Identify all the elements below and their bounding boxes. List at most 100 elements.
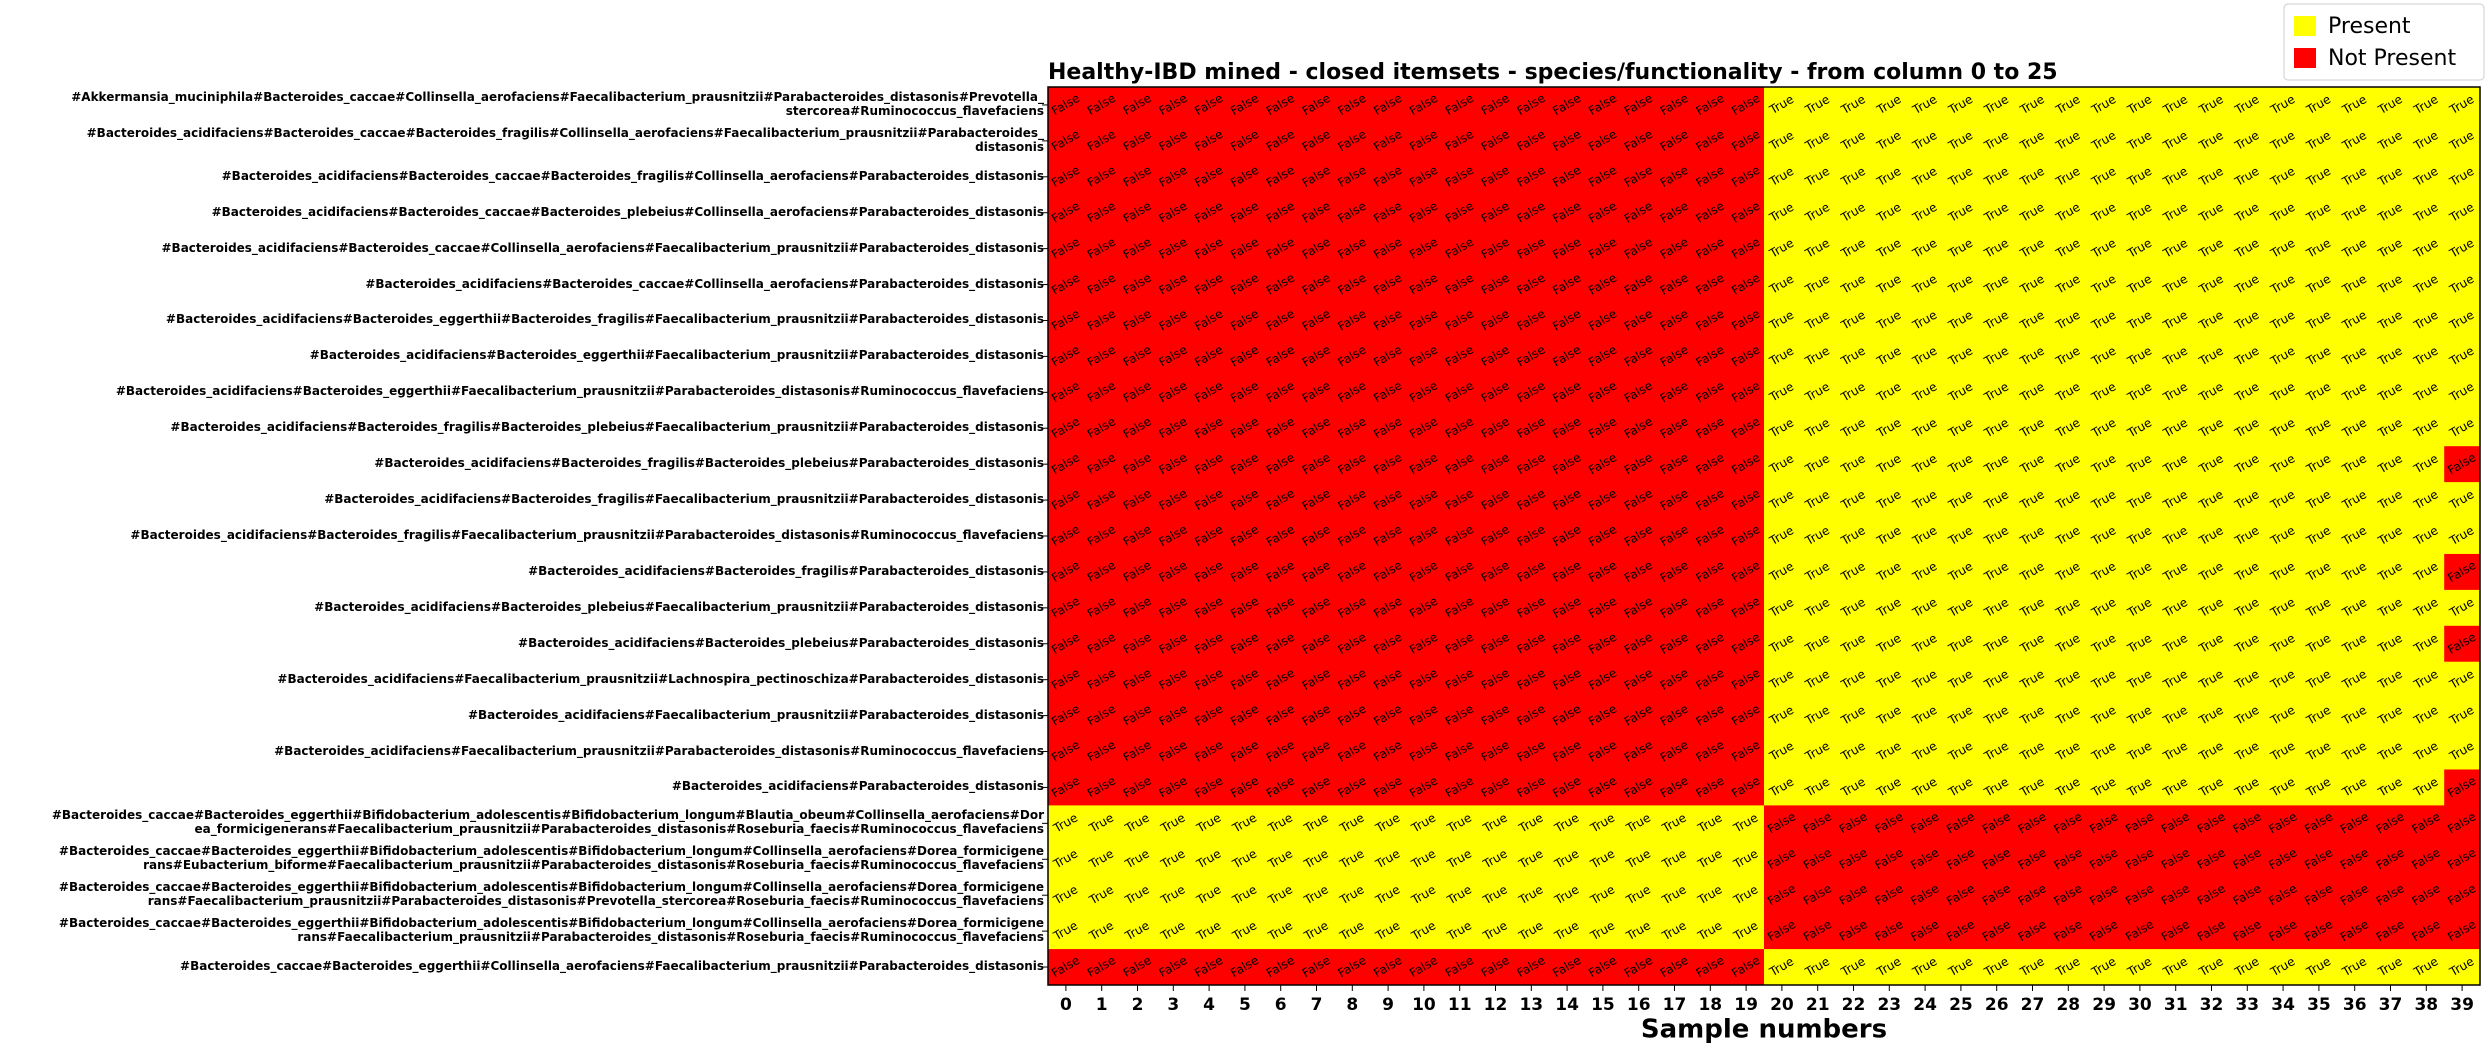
heatmap-cell: [1620, 589, 1658, 627]
heatmap-cell: [2229, 625, 2266, 663]
heatmap-cell: [2265, 338, 2302, 375]
heatmap-cell: [1978, 230, 2016, 268]
heatmap-cell: [2265, 553, 2302, 591]
heatmap-cell: [1155, 230, 1192, 268]
heatmap-cell: [1799, 158, 1837, 196]
heatmap-cell: [2193, 446, 2230, 483]
heatmap-cell: [1227, 230, 1264, 268]
heatmap-cell: [1978, 589, 2016, 627]
heatmap-cell: [2086, 158, 2123, 196]
y-tick-label: #Bacteroides_acidifaciens#Faecalibacteri…: [277, 671, 1044, 686]
heatmap-cell: [1835, 482, 1872, 519]
heatmap-cell: [1441, 661, 1479, 699]
heatmap-cell: [1477, 625, 1514, 663]
heatmap-cell: [1334, 661, 1371, 699]
heatmap-cell: [2336, 589, 2374, 627]
heatmap-cell: [1978, 302, 2016, 339]
heatmap-cell: [2301, 553, 2338, 591]
heatmap-cell: [1978, 158, 2016, 196]
heatmap-cell: [1692, 446, 1729, 483]
heatmap-cell: [1585, 338, 1622, 375]
heatmap-cell: [2336, 302, 2374, 339]
heatmap-cell: [1155, 553, 1192, 591]
heatmap-cell: [1119, 158, 1156, 196]
heatmap-cell: [1513, 589, 1550, 627]
heatmap-cell: [1262, 87, 1300, 124]
heatmap-cell: [2014, 518, 2051, 555]
heatmap-cell: [2086, 446, 2123, 483]
heatmap-cell: [1406, 122, 1443, 160]
heatmap-cell: [1871, 87, 1908, 124]
heatmap-cell: [2122, 589, 2159, 627]
heatmap-cell: [1513, 374, 1550, 411]
heatmap-cell: [1227, 87, 1264, 124]
x-tick-label: 39: [2450, 995, 2474, 1015]
heatmap-cell: [2372, 374, 2409, 411]
heatmap-cell: [2301, 158, 2338, 196]
y-tick-label: #Bacteroides_acidifaciens#Faecalibacteri…: [467, 707, 1044, 722]
heatmap-cell: [1048, 158, 1085, 196]
heatmap-cell: [2336, 374, 2374, 411]
heatmap-cell: [1620, 194, 1658, 232]
heatmap-cell: [1406, 266, 1443, 304]
heatmap-cell: [1871, 589, 1908, 627]
heatmap-cell: [1620, 410, 1658, 447]
heatmap-cell: [1119, 194, 1156, 232]
heatmap-cell: [1620, 266, 1658, 304]
heatmap-cell: [2157, 410, 2195, 447]
heatmap-cell: [1656, 302, 1693, 339]
heatmap-cell: [2014, 553, 2051, 591]
heatmap-cell: [2408, 589, 2445, 627]
heatmap-cell: [1334, 589, 1371, 627]
heatmap-cell: [2122, 446, 2159, 483]
x-tick-label: 12: [1484, 995, 1508, 1015]
heatmap-cell: [1334, 625, 1371, 663]
heatmap-cell: [1549, 482, 1586, 519]
heatmap-cell: [2050, 374, 2087, 411]
heatmap-cell: [1692, 87, 1729, 124]
heatmap-cell: [1227, 661, 1264, 699]
heatmap-cell: [2408, 194, 2445, 232]
heatmap-cell: [1835, 302, 1872, 339]
heatmap-cell: [2372, 87, 2409, 124]
heatmap-cell: [2193, 122, 2230, 160]
heatmap-cell: [1585, 589, 1622, 627]
heatmap-cell: [1334, 87, 1371, 124]
heatmap-cell: [2372, 661, 2409, 699]
heatmap-cell: [1943, 410, 1980, 447]
heatmap-cell: [1477, 374, 1514, 411]
heatmap-cell: [1871, 230, 1908, 268]
heatmap-cell: [1441, 87, 1479, 124]
heatmap-cell: [1943, 338, 1980, 375]
heatmap-cell: [1799, 338, 1837, 375]
heatmap-cell: [1656, 87, 1693, 124]
heatmap-cell: [2157, 482, 2195, 519]
heatmap-cell: [1978, 661, 2016, 699]
heatmap-cell: [1048, 374, 1085, 411]
heatmap-cell: [1943, 553, 1980, 591]
heatmap-cell: [1191, 87, 1228, 124]
heatmap-cell: [2301, 374, 2338, 411]
heatmap-cell: [1943, 230, 1980, 268]
heatmap-cell: [1083, 122, 1121, 160]
heatmap-cell: [2372, 338, 2409, 375]
heatmap-cell: [1298, 446, 1335, 483]
x-tick-label: 9: [1382, 995, 1394, 1015]
y-tick-label: #Bacteroides_acidifaciens#Bacteroides_pl…: [314, 599, 1044, 614]
heatmap-cell: [2050, 589, 2087, 627]
heatmap-cell: [2014, 625, 2051, 663]
heatmap-cell: [2301, 482, 2338, 519]
heatmap-cell: [2444, 518, 2481, 555]
heatmap-cell: [2229, 158, 2266, 196]
heatmap-cell: [2265, 518, 2302, 555]
heatmap-cell: [1764, 338, 1801, 375]
heatmap-cell: [2193, 661, 2230, 699]
y-tick-label: #Bacteroides_acidifaciens#Bacteroides_fr…: [374, 456, 1044, 471]
heatmap-cell: [1513, 553, 1550, 591]
heatmap-cell: [1048, 697, 1085, 735]
heatmap-cell: [1048, 518, 1085, 555]
heatmap-cell: [1620, 158, 1658, 196]
heatmap-cell: [1585, 230, 1622, 268]
heatmap-cell: [2444, 410, 2481, 447]
